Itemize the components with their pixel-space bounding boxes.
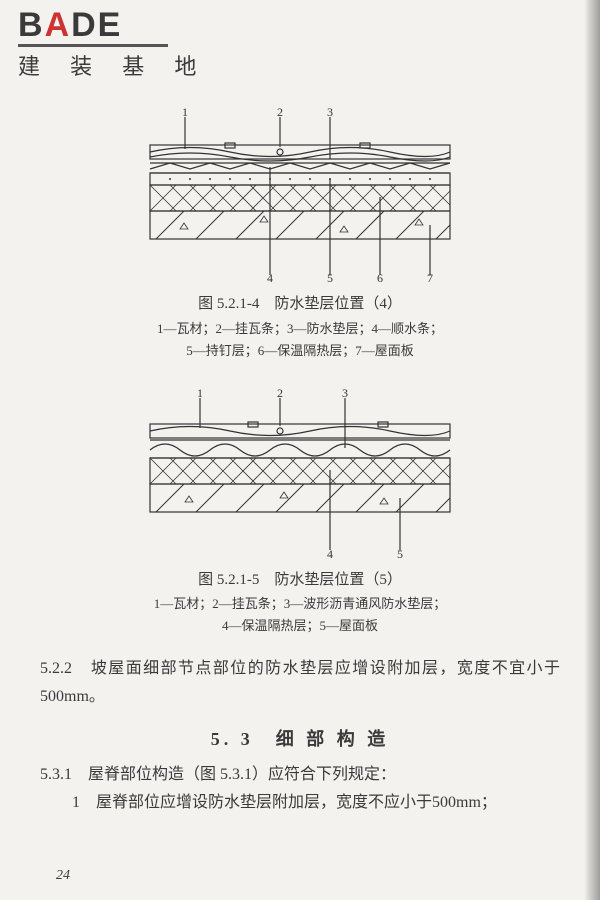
book-spine-shadow <box>584 0 600 900</box>
fig2-label-5: 5 <box>397 547 403 558</box>
logo-rule <box>18 44 168 47</box>
logo-subtitle: 建 装 基 地 <box>18 49 208 81</box>
paragraph-5-3-1b: 1 屋脊部位应增设防水垫层附加层，宽度不应小于500mm； <box>40 789 560 817</box>
diagram-1: 1 2 3 4 5 6 7 <box>130 107 470 282</box>
paragraph-5-2-2: 5.2.2 坡屋面细部节点部位的防水垫层应增设附加层，宽度不宜小于 500mm。 <box>40 655 560 711</box>
fig1-legend-line2: 5—持钉层；6—保温隔热层；7—屋面板 <box>40 340 560 362</box>
fig2-legend-line2: 4—保温隔热层；5—屋面板 <box>40 615 560 637</box>
figure-5-2-1-5: 1 2 3 4 5 图 5.2.1-5 防水垫层位置（5） 1—瓦材；2—挂瓦条… <box>40 388 560 638</box>
fig2-label-1: 1 <box>197 388 203 400</box>
fig2-label-4: 4 <box>327 547 333 558</box>
watermark-logo: BADE 建 装 基 地 <box>18 8 208 81</box>
logo-letter-de: DE <box>71 6 122 44</box>
diagram-2: 1 2 3 4 5 <box>130 388 470 558</box>
fig1-label-3: 3 <box>327 107 333 119</box>
fig1-legend-line1: 1—瓦材；2—挂瓦条；3—防水垫层；4—顺水条； <box>40 318 560 340</box>
page-number: 24 <box>56 868 70 884</box>
fig1-label-7: 7 <box>427 271 433 282</box>
fig1-label-2: 2 <box>277 107 283 119</box>
fig2-label-3: 3 <box>342 388 348 400</box>
fig2-title: 图 5.2.1-5 防水垫层位置（5） <box>40 568 560 594</box>
fig1-label-6: 6 <box>377 271 383 282</box>
paragraph-5-3-1a: 5.3.1 屋脊部位构造（图 5.3.1）应符合下列规定： <box>40 761 560 789</box>
fig1-title: 图 5.2.1-4 防水垫层位置（4） <box>40 292 560 318</box>
fig2-legend-line1: 1—瓦材；2—挂瓦条；3—波形沥青通风防水垫层； <box>40 593 560 615</box>
fig1-label-4: 4 <box>267 271 273 282</box>
fig1-label-5: 5 <box>327 271 333 282</box>
fig1-label-1: 1 <box>182 107 188 119</box>
logo-letter-a: A <box>45 6 72 44</box>
fig2-label-2: 2 <box>277 388 283 400</box>
figure-5-2-1-4: 1 2 3 4 5 6 7 图 5.2.1-4 防水垫层位置（4） 1—瓦材；2… <box>40 107 560 362</box>
logo-letter-b: B <box>18 6 45 44</box>
section-5-3-heading: 5. 3 细 部 构 造 <box>40 725 560 751</box>
